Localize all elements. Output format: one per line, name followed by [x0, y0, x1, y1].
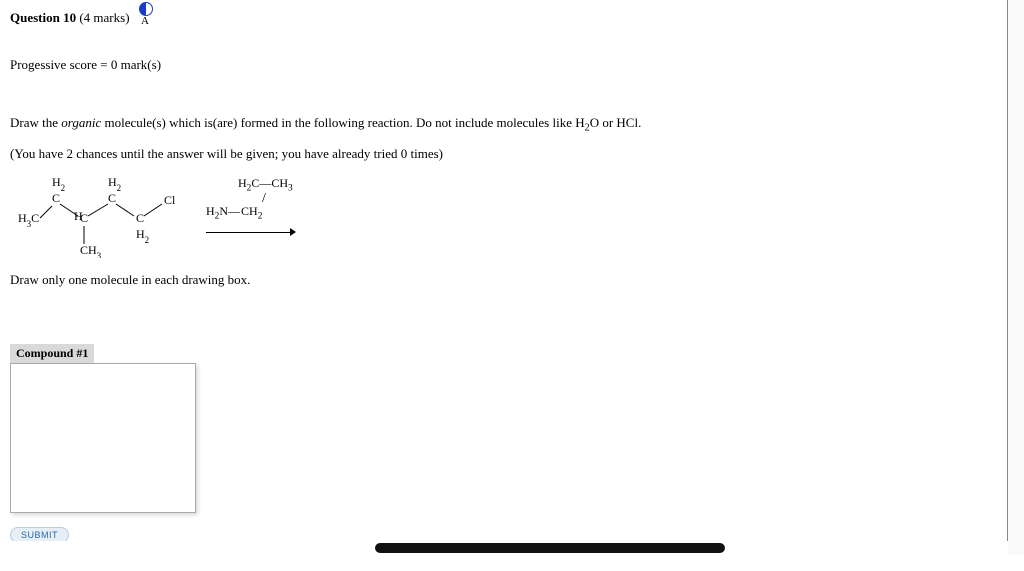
reaction-arrow-icon — [206, 225, 296, 239]
opera-icon — [139, 2, 153, 16]
opera-icon-wrap: A — [136, 8, 153, 27]
svg-text:H2: H2 — [136, 227, 149, 245]
reagent-bond: / — [206, 194, 293, 202]
reaction-row: H3CH2CHCCH3H2CCH2Cl H2C—CH3 / H2N—CH2 — [18, 174, 997, 258]
question-panel: Question 10 (4 marks) A Progessive score… — [0, 0, 1008, 555]
reagent-line-2: H2N—CH2 — [206, 204, 293, 223]
svg-text:Cl: Cl — [164, 193, 176, 207]
svg-text:C: C — [136, 211, 144, 225]
hscroll-thumb[interactable] — [375, 543, 725, 553]
svg-text:C: C — [108, 191, 116, 205]
reagent-text: H2C—CH3 / H2N—CH2 — [206, 176, 293, 223]
icon-under-label: A — [141, 16, 149, 27]
draw-note: Draw only one molecule in each drawing b… — [10, 272, 997, 288]
reactant-structure: H3CH2CHCCH3H2CCH2Cl — [18, 174, 188, 258]
vertical-scrollbar[interactable] — [1008, 0, 1024, 555]
question-header: Question 10 (4 marks) A — [10, 8, 997, 27]
question-label: Question 10 (4 marks) — [10, 10, 130, 26]
prompt-line-2: (You have 2 chances until the answer wil… — [10, 146, 997, 162]
svg-text:CH3: CH3 — [80, 243, 102, 258]
reagent-line-1: H2C—CH3 — [206, 176, 293, 195]
progressive-score: Progessive score = 0 mark(s) — [10, 57, 997, 73]
svg-text:H3C: H3C — [18, 211, 39, 229]
compound-label: Compound #1 — [10, 344, 94, 363]
drawing-box[interactable] — [10, 363, 196, 513]
prompt-line-1: Draw the organic molecule(s) which is(ar… — [10, 115, 997, 134]
reaction-arrow-group: H2C—CH3 / H2N—CH2 — [206, 176, 296, 239]
svg-text:C: C — [52, 191, 60, 205]
svg-text:C: C — [80, 211, 88, 225]
horizontal-scrollbar[interactable] — [0, 541, 1008, 555]
